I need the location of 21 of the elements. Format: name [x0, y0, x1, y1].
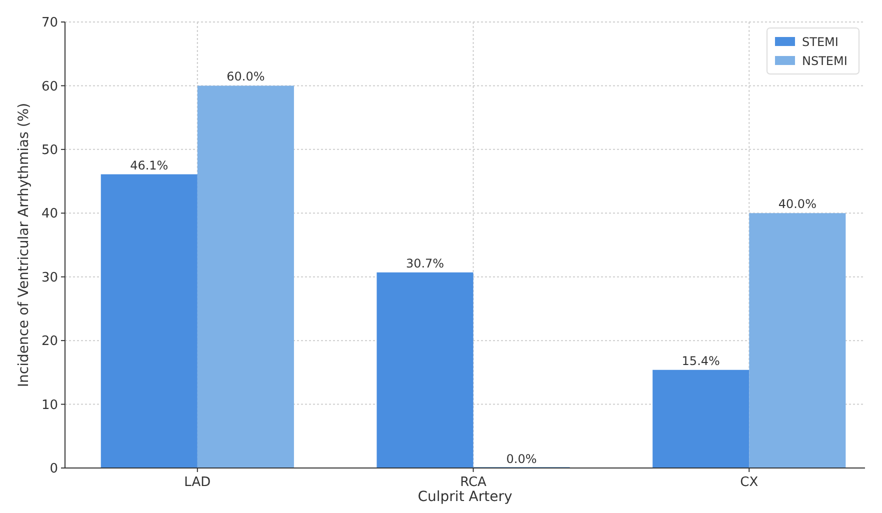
data-label: 0.0% — [506, 452, 537, 466]
y-tick-label: 60 — [41, 79, 58, 94]
y-tick-label: 40 — [41, 206, 58, 222]
y-tick-label: 30 — [41, 270, 58, 286]
data-label: 40.0% — [778, 197, 816, 212]
x-tick-label: CX — [740, 475, 758, 490]
y-tick-label: 70 — [41, 16, 58, 31]
data-label: 60.0% — [226, 70, 265, 84]
legend-label: STEMI — [802, 35, 838, 50]
y-tick-label: 50 — [41, 142, 58, 158]
legend-label: NSTEMI — [802, 54, 848, 68]
y-tick-label: 20 — [41, 334, 58, 350]
data-label: 46.1% — [130, 158, 168, 172]
x-tick-label: RCA — [460, 475, 487, 490]
x-tick-label: LAD — [184, 475, 211, 490]
y-tick-label: 0 — [50, 462, 58, 477]
x-axis-title: Culprit Artery — [418, 489, 512, 505]
data-label: 15.4% — [682, 354, 720, 368]
y-tick-label: 10 — [41, 398, 58, 413]
y-axis-title: Incidence of Ventricular Arrhythmias (%) — [16, 102, 32, 388]
data-label: 30.7% — [406, 256, 444, 270]
